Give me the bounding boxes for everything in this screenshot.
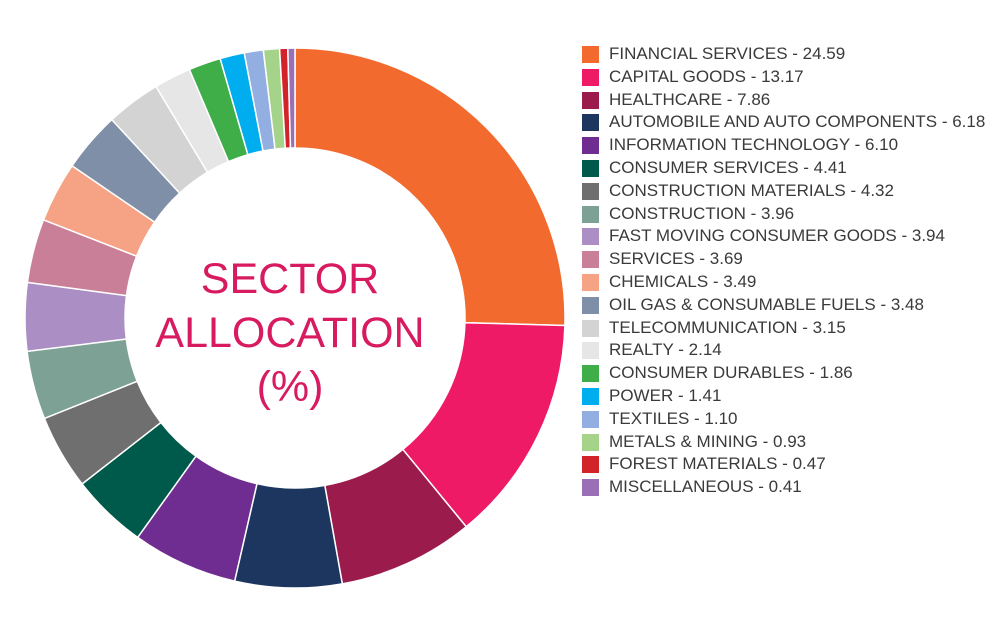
- legend-label: METALS & MINING - 0.93: [609, 431, 807, 451]
- legend-swatch: [582, 46, 599, 63]
- legend-swatch: [582, 296, 599, 314]
- legend-label: INFORMATION TECHNOLOGY - 6.10: [609, 135, 899, 155]
- legend-swatch: [582, 410, 599, 428]
- legend-swatch: [582, 251, 599, 269]
- legend-swatch: [582, 342, 599, 360]
- legend-label: FAST MOVING CONSUMER GOODS - 3.94: [609, 226, 945, 246]
- donut-chart: [24, 47, 566, 589]
- legend-label: SERVICES - 3.69: [609, 249, 743, 269]
- legend-swatch: [582, 365, 599, 383]
- legend-item: MISCELLANEOUS - 0.41: [582, 477, 992, 497]
- legend-swatch: [582, 114, 599, 132]
- legend-swatch: [582, 228, 599, 246]
- legend-label: CAPITAL GOODS - 13.17: [609, 66, 804, 86]
- legend-item: REALTY - 2.14: [582, 340, 992, 360]
- legend-swatch: [582, 273, 599, 291]
- legend-label: POWER - 1.41: [609, 385, 722, 405]
- legend-label: FOREST MATERIALS - 0.47: [609, 454, 826, 474]
- legend-label: AUTOMOBILE AND AUTO COMPONENTS - 6.18: [609, 112, 986, 132]
- legend-swatch: [582, 456, 599, 474]
- legend-item: POWER - 1.41: [582, 386, 992, 406]
- legend-item: FINANCIAL SERVICES - 24.59: [582, 44, 992, 64]
- legend-item: INFORMATION TECHNOLOGY - 6.10: [582, 135, 992, 155]
- legend-item: CONSUMER SERVICES - 4.41: [582, 158, 992, 178]
- legend-label: CONSTRUCTION - 3.96: [609, 203, 795, 223]
- chart-title: SECTOR ALLOCATION (%): [140, 252, 440, 414]
- chart-title-line-1: SECTOR: [200, 255, 380, 303]
- legend-item: METALS & MINING - 0.93: [582, 432, 992, 452]
- legend-label: REALTY - 2.14: [609, 340, 722, 360]
- legend-item: CAPITAL GOODS - 13.17: [582, 67, 992, 87]
- pie-slice-20: [287, 47, 296, 149]
- legend-label: CHEMICALS - 3.49: [609, 271, 757, 291]
- legend-swatch: [582, 479, 599, 497]
- legend-item: FAST MOVING CONSUMER GOODS - 3.94: [582, 226, 992, 246]
- legend-swatch: [582, 205, 599, 223]
- legend-label: CONSTRUCTION MATERIALS - 4.32: [609, 180, 894, 200]
- legend-swatch: [582, 182, 599, 200]
- legend-swatch: [582, 433, 599, 451]
- legend-item: CONSTRUCTION MATERIALS - 4.32: [582, 181, 992, 201]
- legend-item: TELECOMMUNICATION - 3.15: [582, 318, 992, 338]
- legend-item: HEALTHCARE - 7.86: [582, 90, 992, 110]
- legend-label: TELECOMMUNICATION - 3.15: [609, 317, 846, 337]
- legend-label: CONSUMER DURABLES - 1.86: [609, 363, 853, 383]
- pie-slice-1: [294, 47, 566, 327]
- legend-swatch: [582, 387, 599, 405]
- legend: FINANCIAL SERVICES - 24.59 CAPITAL GOODS …: [582, 44, 992, 500]
- legend-label: FINANCIAL SERVICES - 24.59: [609, 44, 846, 63]
- legend-label: TEXTILES - 1.10: [609, 408, 738, 428]
- legend-label: CONSUMER SERVICES - 4.41: [609, 157, 847, 177]
- legend-item: TEXTILES - 1.10: [582, 409, 992, 429]
- legend-label: OIL GAS & CONSUMABLE FUELS - 3.48: [609, 294, 924, 314]
- legend-item: CONSUMER DURABLES - 1.86: [582, 363, 992, 383]
- legend-item: CONSTRUCTION - 3.96: [582, 204, 992, 224]
- legend-item: FOREST MATERIALS - 0.47: [582, 454, 992, 474]
- legend-item: CHEMICALS - 3.49: [582, 272, 992, 292]
- legend-item: AUTOMOBILE AND AUTO COMPONENTS - 6.18: [582, 112, 992, 132]
- legend-swatch: [582, 68, 599, 86]
- chart-title-line-3: (%): [256, 363, 324, 411]
- legend-swatch: [582, 159, 599, 177]
- chart-title-line-2: ALLOCATION: [155, 309, 425, 357]
- legend-label: HEALTHCARE - 7.86: [609, 89, 771, 109]
- legend-item: SERVICES - 3.69: [582, 249, 992, 269]
- legend-swatch: [582, 91, 599, 109]
- legend-label: MISCELLANEOUS - 0.41: [609, 477, 802, 497]
- legend-swatch: [582, 137, 599, 155]
- legend-swatch: [582, 319, 599, 337]
- legend-item: OIL GAS & CONSUMABLE FUELS - 3.48: [582, 295, 992, 315]
